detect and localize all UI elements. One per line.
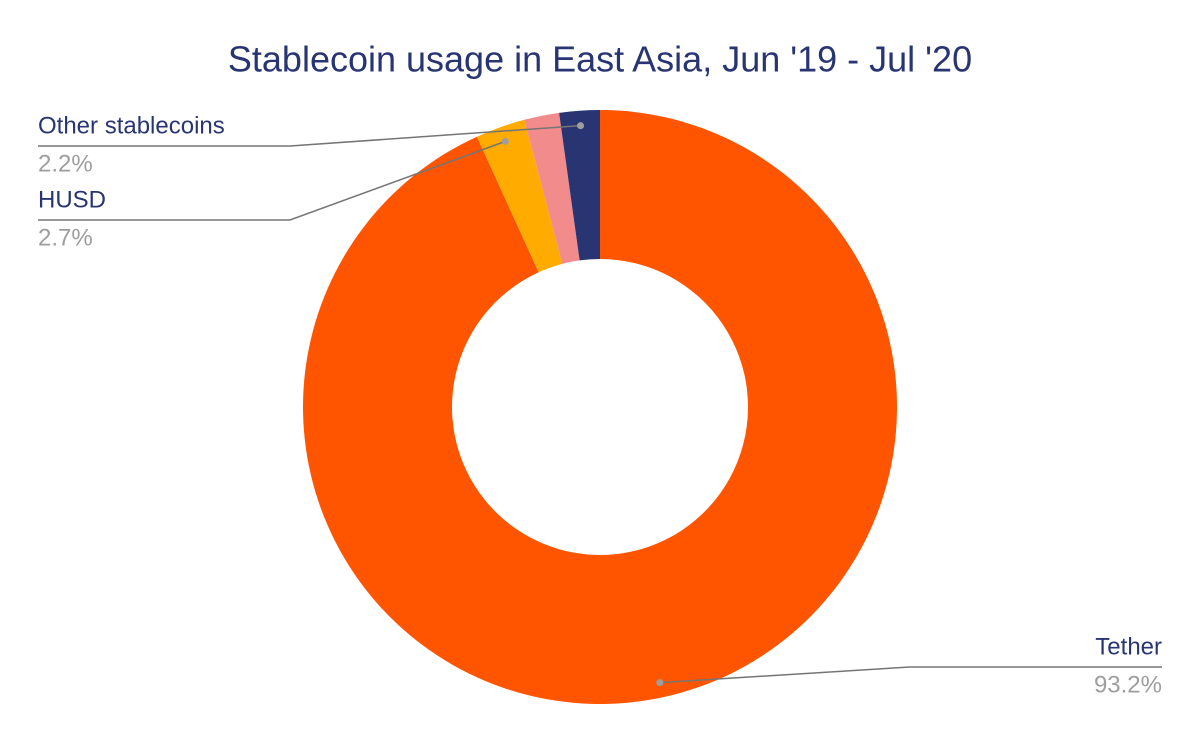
value-label: 2.2%: [38, 150, 93, 177]
leader-line: [659, 666, 1162, 684]
category-label: Tether: [1095, 633, 1162, 660]
chart-title: Stablecoin usage in East Asia, Jun '19 -…: [228, 39, 972, 80]
leader-dot: [656, 679, 664, 687]
leader-line: [38, 140, 506, 221]
value-label: 2.7%: [38, 224, 93, 251]
slice: [524, 112, 580, 264]
category-label: HUSD: [38, 186, 106, 213]
leader-line: [38, 124, 581, 147]
slice: [476, 119, 563, 273]
value-label: 93.2%: [1094, 671, 1162, 698]
slice: [559, 110, 600, 261]
leader-dot: [577, 122, 585, 130]
slice: [302, 110, 897, 705]
category-label: Other stablecoins: [38, 112, 225, 139]
leader-dot: [501, 137, 509, 145]
